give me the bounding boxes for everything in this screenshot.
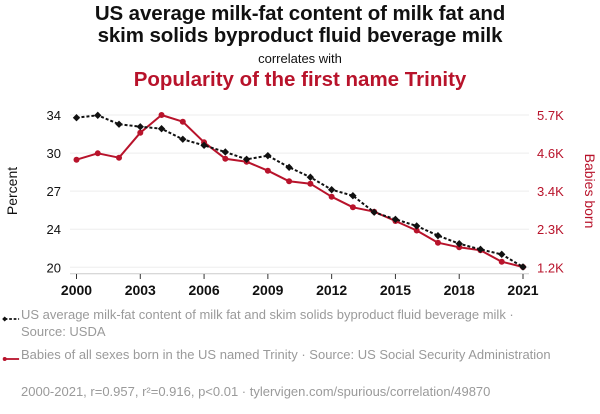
legend-swatch-babies-trinity xyxy=(2,357,20,361)
data-point-babies-trinity xyxy=(349,204,356,211)
x-tick-label: 2009 xyxy=(252,282,283,298)
data-point-milk-fat xyxy=(476,245,485,254)
y-left-tick-label: 27 xyxy=(47,184,61,199)
data-point-milk-fat xyxy=(221,148,230,156)
data-point-milk-fat xyxy=(94,111,102,120)
data-point-milk-fat xyxy=(519,263,527,271)
data-point-babies-trinity xyxy=(116,154,123,161)
data-point-babies-trinity xyxy=(498,258,505,265)
y-right-tick-label: 1.2K xyxy=(537,260,564,275)
data-point-milk-fat xyxy=(72,114,81,122)
data-point-babies-trinity xyxy=(94,150,101,157)
x-axis: 2000 2003 2006 2009 2012 2015 2018 2021 xyxy=(61,273,539,298)
data-point-milk-fat xyxy=(327,186,336,194)
y-left-tick-label: 30 xyxy=(47,146,61,161)
legend-item-milk-fat: US average milk-fat content of milk fat … xyxy=(21,307,514,339)
data-point-milk-fat xyxy=(179,135,187,143)
data-point-milk-fat xyxy=(434,231,442,240)
data-point-milk-fat xyxy=(136,123,144,131)
x-tick-label: 2021 xyxy=(507,282,538,298)
x-tick-label: 2015 xyxy=(380,282,411,298)
x-tick-label: 2018 xyxy=(444,282,475,298)
data-point-babies-trinity xyxy=(73,156,80,163)
data-point-babies-trinity xyxy=(264,167,271,174)
x-tick-label: 2006 xyxy=(188,282,219,298)
data-point-babies-trinity xyxy=(328,193,335,200)
y-axis-left: 34 30 27 24 20 xyxy=(47,108,61,275)
data-point-babies-trinity xyxy=(434,239,441,246)
data-point-milk-fat xyxy=(200,141,208,150)
y-right-tick-label: 5.7K xyxy=(537,108,564,123)
y-axis-left-label: Percent xyxy=(4,167,20,215)
x-tick-label: 2012 xyxy=(316,282,347,298)
data-point-milk-fat xyxy=(306,173,315,181)
series-babies-trinity-line xyxy=(76,114,524,268)
chart-title-line-2: skim solids byproduct fluid beverage mil… xyxy=(97,24,503,47)
gridlines xyxy=(70,114,529,268)
series-milk-fat-line xyxy=(76,114,524,268)
data-point-milk-fat xyxy=(498,250,506,259)
x-tick-label: 2003 xyxy=(125,282,156,298)
chart-title: US average milk-fat content of milk fat … xyxy=(0,3,600,47)
data-point-babies-trinity xyxy=(307,180,314,187)
legend-item-babies-trinity: Babies of all sexes born in the US named… xyxy=(21,347,551,362)
y-axis-right: 5.7K 4.6K 3.4K 2.3K 1.2K xyxy=(537,108,564,275)
legend-swatch-milk-fat xyxy=(2,316,20,322)
y-right-tick-label: 4.6K xyxy=(537,146,564,161)
data-point-babies-trinity xyxy=(222,155,229,162)
correlation-annotation: 2000-2021, r=0.957, r²=0.916, p<0.01 · t… xyxy=(21,384,491,399)
data-point-babies-trinity xyxy=(137,129,144,136)
data-point-milk-fat xyxy=(285,163,293,172)
y-axis-right-label: Babies born xyxy=(582,154,598,229)
data-point-babies-trinity xyxy=(179,118,186,125)
data-point-milk-fat xyxy=(115,120,123,128)
x-tick-label: 2000 xyxy=(61,282,92,298)
chart-title-secondary: Popularity of the first name Trinity xyxy=(133,68,467,91)
data-point-milk-fat xyxy=(157,125,166,133)
y-right-tick-label: 3.4K xyxy=(537,184,564,199)
chart-title-line-1: US average milk-fat content of milk fat … xyxy=(94,2,506,25)
y-left-tick-label: 24 xyxy=(47,222,61,237)
series-milk-fat xyxy=(72,111,527,271)
y-right-tick-label: 2.3K xyxy=(537,222,564,237)
data-point-babies-trinity xyxy=(413,227,420,234)
data-point-babies-trinity xyxy=(286,178,293,185)
data-point-milk-fat xyxy=(242,155,251,163)
data-point-babies-trinity xyxy=(158,112,165,118)
y-left-tick-label: 20 xyxy=(47,260,61,275)
chart-subtitle: correlates with xyxy=(258,51,342,66)
y-left-tick-label: 34 xyxy=(47,108,61,123)
